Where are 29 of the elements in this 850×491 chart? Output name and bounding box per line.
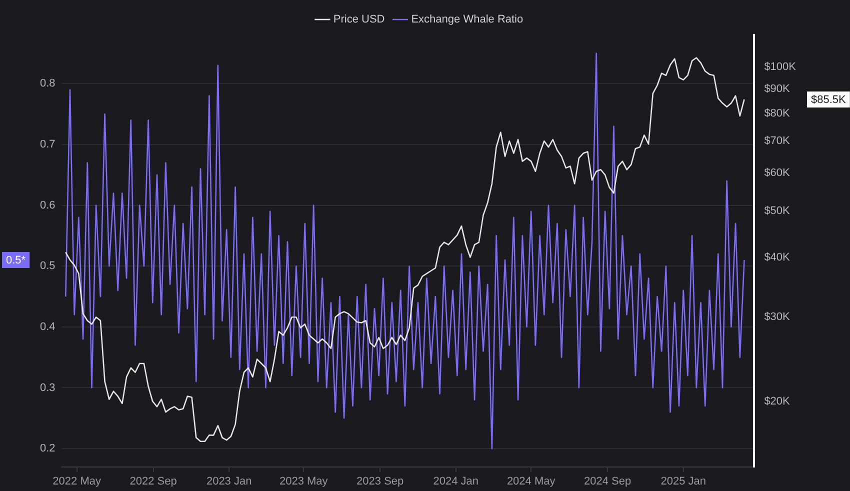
x-tick-label: 2023 May — [279, 475, 328, 488]
y-tick-label: 0.2 — [40, 442, 56, 455]
x-tick-label: 2024 May — [506, 475, 556, 488]
y2-tick-label: $90K — [764, 82, 791, 95]
text: 0.5* — [6, 254, 26, 267]
legend-label: Price USD — [333, 14, 385, 26]
y-tick-label: 0.5 — [40, 260, 56, 272]
y2-tick-label: $80K — [764, 107, 791, 120]
x-tick-label: 2023 Jan — [206, 475, 252, 488]
y-tick-label: 0.6 — [40, 199, 56, 212]
x-tick-label: 2024 Jan — [433, 475, 479, 488]
y2-tick-label: $20K — [764, 395, 791, 408]
y2-tick-label: $40K — [764, 251, 791, 264]
x-tick-label: 2023 Sep — [356, 475, 404, 488]
x-tick-label: 2024 Sep — [584, 475, 632, 488]
y2-tick-label: $70K — [764, 135, 791, 148]
y2-tick-label: $60K — [764, 167, 791, 180]
text: $85.5K — [811, 94, 847, 106]
y-tick-label: 0.8 — [40, 78, 56, 90]
y2-tick-label: $30K — [764, 311, 791, 324]
y-tick-label: 0.3 — [40, 382, 56, 394]
y2-tick-label: $100K — [764, 60, 797, 73]
y-tick-label: 0.7 — [40, 138, 56, 150]
x-tick-label: 2022 May — [52, 475, 102, 488]
x-tick-label: 2022 Sep — [130, 475, 177, 488]
y-tick-label: 0.4 — [40, 320, 56, 333]
x-tick-label: 2025 Jan — [660, 475, 706, 488]
y2-tick-label: $50K — [764, 205, 791, 217]
legend-label: Exchange Whale Ratio — [411, 14, 524, 26]
